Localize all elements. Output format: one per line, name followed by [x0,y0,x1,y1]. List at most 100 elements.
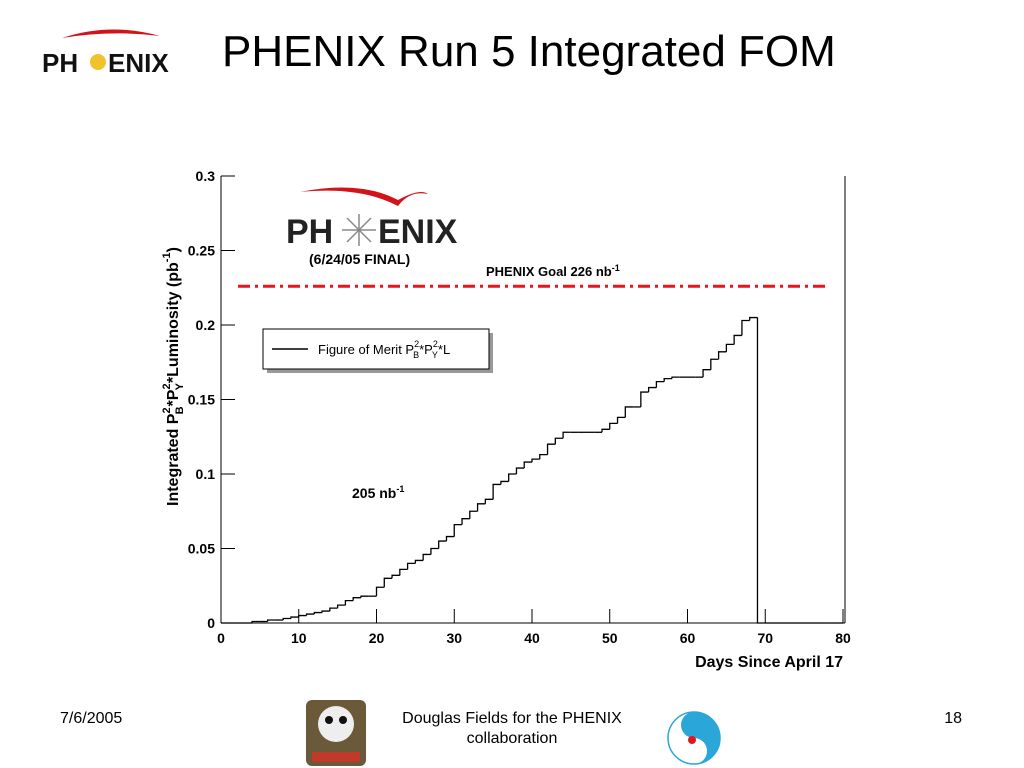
histogram-step [267,619,276,622]
y-tick-label: 0.25 [188,243,215,259]
x-tick-label: 40 [524,630,540,646]
inner-logo-star [342,214,376,246]
y-tick-label: 0 [207,615,215,631]
y-tick-label: 0.15 [188,392,215,408]
histogram-step [329,607,338,612]
histogram-step [344,600,354,606]
histogram-step [360,595,369,598]
histogram-step [414,559,424,564]
phenix-logo: PH ENIX [42,29,169,78]
histogram-step [515,467,525,474]
histogram-step [305,613,315,616]
y-tick-label: 0.2 [196,317,216,333]
x-tick-label: 10 [291,630,307,646]
y-label-text: ) [165,247,182,252]
histogram-step [469,510,478,519]
logo-arc [62,29,160,38]
histogram-step [749,316,758,321]
histogram-step [290,616,299,619]
star-ray [346,217,372,243]
logo-text: ENIX [108,48,169,78]
legend-sup: 2 [414,339,419,349]
y-tick-label: 0.3 [196,168,216,184]
histogram-step [336,604,346,609]
histogram-step [624,406,634,418]
legend-text: *P [419,342,433,357]
footer-date: 7/6/2005 [60,710,122,727]
histogram-step [453,524,463,537]
histogram-step [375,586,385,597]
panda-head [318,706,354,742]
x-tick-label: 0 [217,630,225,646]
histogram-step [500,480,509,485]
histogram-step [601,428,610,433]
histogram-step [298,614,307,618]
histogram-step [508,473,517,482]
histogram-step [391,574,400,579]
x-tick-label: 60 [680,630,696,646]
histogram-step [647,386,657,393]
histogram-step [484,498,494,504]
x-axis-label: Days Since April 17 [695,654,843,671]
histogram-step [741,319,750,336]
histogram-step [445,535,455,542]
panda-logo [306,700,366,766]
histogram-step [438,540,447,549]
chart-background [150,160,862,672]
inner-logo-text: PH [286,213,333,251]
y-label-sup: 2 [161,407,173,413]
histogram-step [251,620,260,623]
logo-star [90,54,106,70]
legend-text: *L [438,342,450,357]
panda-eye [325,716,333,724]
histogram-step [383,577,393,588]
spin-half [681,712,720,764]
histogram-step [422,553,431,561]
inner-logo-arc [300,187,428,206]
histogram-step [476,503,486,512]
spin-logo [667,711,721,765]
histogram-step [539,453,548,460]
y-label-text: *P [165,389,182,406]
histogram-step [321,610,330,613]
histogram-step [756,317,766,624]
histogram-step [399,568,408,576]
page-number: 18 [944,710,962,727]
histogram-step [733,334,742,345]
chart: PH ENIX (6/24/05 FINAL) PHENIX Goal 226 … [150,160,862,672]
legend-sub: Y [432,350,438,360]
legend-sub: B [413,350,419,360]
spin-dot [688,736,696,744]
histogram-step [313,611,323,615]
histogram-step [702,369,711,378]
histogram-step [663,377,672,382]
y-label-sup: -1 [161,252,173,262]
goal-label: PHENIX Goal 226 nb-1 [486,263,620,279]
annotation: 205 nb-1 [352,484,404,501]
histogram-step [546,443,556,455]
inner-logo-text: ENIX [378,213,458,251]
histogram-step [531,458,540,463]
goal-label-text: PHENIX Goal 226 nb [486,264,612,279]
footer-author-line: collaboration [467,730,558,747]
histogram-step [609,422,618,430]
footer-author-line: Douglas Fields for the PHENIX [402,710,622,727]
histogram-step [710,358,719,370]
histogram-step [406,562,416,570]
histogram-step [562,431,571,439]
panda-ribbon [312,752,360,762]
y-label-sub: B [174,406,186,414]
y-tick-label: 0.1 [196,466,216,482]
annotation-text: 205 nb [352,485,396,501]
histogram-step [430,547,439,555]
x-tick-label: 20 [369,630,385,646]
legend-sup: 2 [433,339,438,349]
x-tick-label: 30 [446,630,462,646]
histogram-step [655,380,665,388]
histogram-step [352,597,361,601]
y-label-sub: Y [174,382,186,390]
logo-text: PH [42,48,78,78]
histogram-step [717,351,727,360]
